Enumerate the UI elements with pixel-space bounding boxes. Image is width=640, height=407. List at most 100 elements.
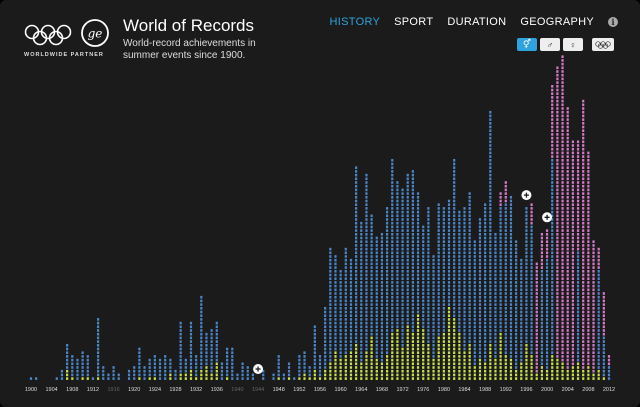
tab-sport[interactable]: SPORT [394,16,434,28]
bar-dot [494,288,497,292]
bar-dot [535,273,538,277]
bar-dot [380,362,384,366]
bar-dot [551,244,554,247]
bar-dot [509,207,513,210]
bar-dot [416,307,420,310]
bar-dot [494,236,497,240]
bar-dot [509,377,513,380]
bar-dot [571,203,574,206]
bar-dot [458,366,461,369]
bar-dot [561,55,564,58]
bar-dot [411,233,414,236]
bar-dot [370,314,373,317]
bar-dot [463,277,466,280]
filter-olympic-button[interactable] [592,38,614,51]
bar-dot [499,321,502,325]
tab-duration[interactable]: DURATION [447,16,507,28]
bar-dot [370,310,373,314]
bar-dot [484,251,487,255]
bar-dot [520,340,523,343]
bar-dot [473,366,476,369]
bar-dot [458,377,461,380]
bar-dot [489,192,492,195]
bar-dot [334,355,337,358]
bar-dot [525,332,528,336]
bar-dot [525,310,528,314]
bar-dot [489,177,492,181]
bar-dot [427,314,430,317]
bar-dot [370,318,373,321]
bar-dot [189,355,193,358]
bar-dot [396,351,399,354]
bar-dot [478,358,482,362]
bar-dot [484,366,487,369]
bar-dot [587,218,590,221]
bar-dot [468,196,471,199]
filter-both-button[interactable]: ⚥ [517,38,537,51]
plus-marker-icon[interactable] [542,212,553,223]
bar-dot [530,270,533,273]
bar-dot [344,318,347,321]
x-tick-label: 1944 [252,387,264,393]
bar-dot [515,325,518,329]
info-icon[interactable]: i [608,17,618,27]
tab-geography[interactable]: GEOGRAPHY [520,16,594,28]
bar-dot [597,281,600,284]
bar-dot [355,366,358,369]
bar-dot [411,358,414,362]
bar-dot [489,251,492,255]
bar-dot [561,62,564,66]
bar-column [200,295,203,380]
x-tick-label: 1992 [500,387,512,393]
bar-dot [545,307,549,310]
bar-dot [262,369,265,373]
bar-dot [385,299,389,303]
bar-dot [478,347,482,351]
bar-dot [515,281,518,284]
bar-dot [391,166,394,169]
filter-male-button[interactable]: ♂ [540,38,560,51]
bar-dot [540,270,544,273]
filter-female-button[interactable]: ♀ [563,38,583,51]
bar-column [282,373,285,380]
bar-dot [551,221,554,225]
bar-dot [576,270,580,273]
bar-dot [582,162,585,166]
bar-dot [561,288,564,292]
bar-dot [463,258,466,262]
bar-dot [576,203,580,206]
bar-dot [158,373,162,377]
bar-dot [530,210,533,214]
bar-dot [458,340,461,343]
bar-dot [153,366,156,369]
bar-dot [76,377,79,380]
bar-dot [484,277,487,280]
bar-dot [468,321,471,325]
bar-dot [499,266,502,269]
bar-dot [391,366,394,369]
bar-dot [453,314,456,317]
bar-dot [355,299,358,303]
bar-dot [473,295,476,299]
bar-dot [551,262,554,266]
tab-history[interactable]: HISTORY [329,16,381,28]
plus-marker-icon[interactable] [521,190,532,201]
bar-dot [360,225,363,229]
bar-dot [582,292,585,295]
bar-dot [468,295,471,299]
bar-dot [458,310,461,314]
bar-dot [432,373,435,377]
bar-dot [215,332,218,336]
bar-dot [530,251,533,255]
bar-dot [189,332,193,336]
bar-dot [504,221,507,225]
bar-dot [576,221,580,225]
bar-dot [535,266,538,269]
bar-dot [339,336,342,340]
bar-dot [489,314,492,317]
bar-dot [525,347,528,351]
bar-dot [545,236,549,240]
plus-marker-icon[interactable] [253,364,264,374]
bar-dot [365,184,368,188]
bar-dot [385,218,389,221]
